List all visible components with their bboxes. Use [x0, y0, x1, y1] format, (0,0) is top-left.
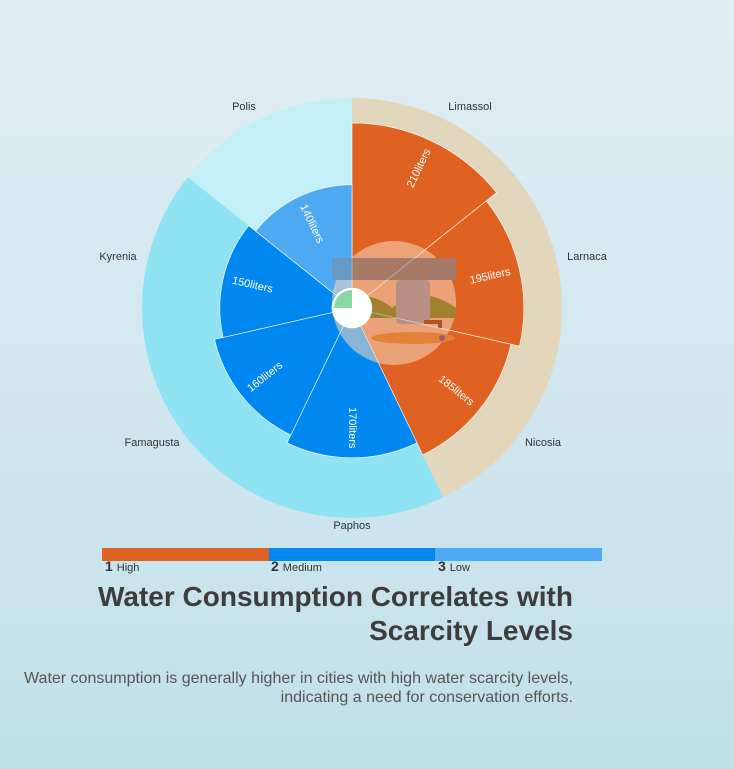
legend-bar-high [102, 548, 269, 561]
value-label-paphos: 170liters [346, 407, 358, 449]
category-label-famagusta: Famagusta [124, 437, 180, 449]
category-label-kyrenia: Kyrenia [99, 251, 137, 263]
category-label-limassol: Limassol [448, 101, 491, 113]
category-label-nicosia: Nicosia [525, 437, 562, 449]
water-tap-icon [332, 241, 456, 365]
legend-label-low: 3 Low [438, 558, 470, 574]
legend-label-medium: 2 Medium [271, 558, 322, 574]
category-label-paphos: Paphos [333, 520, 371, 532]
chart-title: Water Consumption Correlates with Scarci… [97, 581, 573, 646]
legend-bar-medium [269, 548, 435, 561]
scarcity-legend: 1 High 2 Medium 3 Low [102, 548, 602, 574]
center-accent [334, 290, 352, 308]
legend-label-high: 1 High [105, 558, 140, 574]
category-label-polis: Polis [232, 101, 256, 113]
radial-bar-chart: 210liters195liters185liters170liters160l… [99, 98, 608, 532]
legend-bar-low [435, 548, 602, 561]
category-label-larnaca: Larnaca [567, 251, 608, 263]
chart-subtitle: Water consumption is generally higher in… [24, 670, 573, 706]
